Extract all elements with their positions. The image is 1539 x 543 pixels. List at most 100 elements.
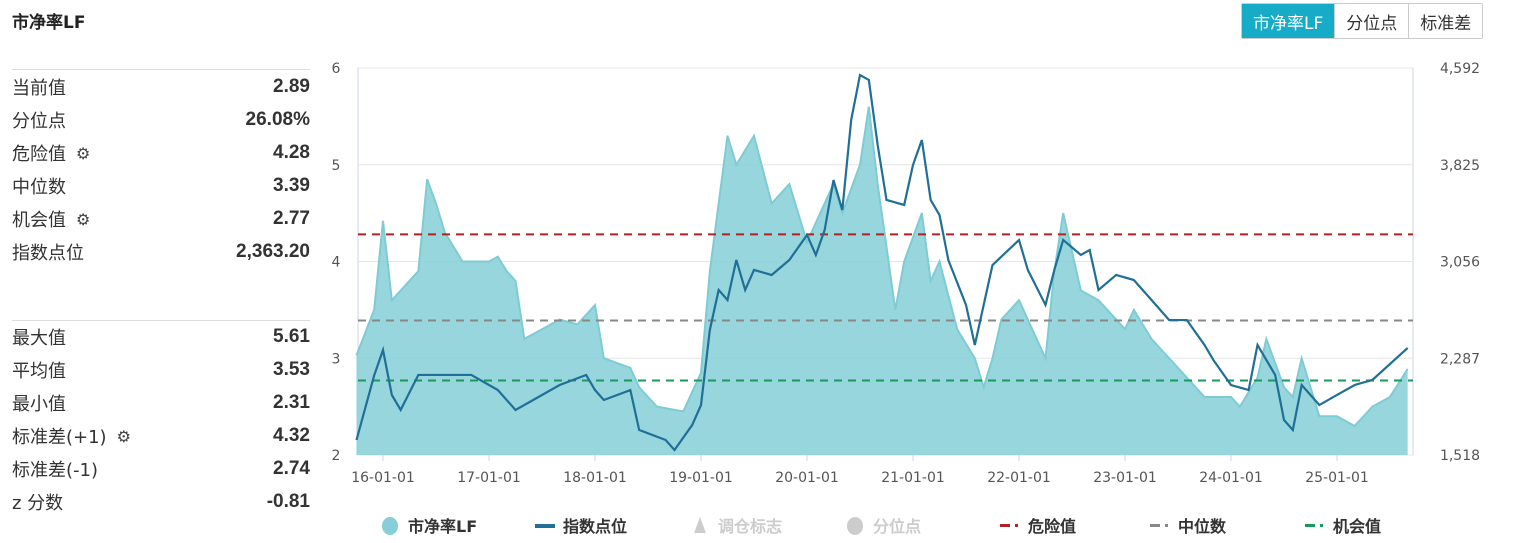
x-tick-label: 20-01-01 bbox=[775, 470, 839, 486]
y-left-tick-label: 4 bbox=[332, 255, 341, 271]
stat-label-wrap: 危险值 ⚙ bbox=[12, 140, 273, 166]
legend-dash-icon bbox=[1015, 524, 1018, 527]
tab-std[interactable]: 标准差 bbox=[1408, 4, 1482, 38]
legend-item-5[interactable]: 中位数 bbox=[1150, 517, 1227, 536]
stat-value: 2.31 bbox=[273, 392, 310, 413]
gear-icon[interactable]: ⚙ bbox=[76, 143, 91, 163]
stat-row: 标准差(+1) ⚙ 4.32 bbox=[12, 421, 310, 451]
pb-area bbox=[356, 106, 1408, 455]
stat-row: 标准差(-1) 2.74 bbox=[12, 454, 310, 484]
stat-value: 3.53 bbox=[273, 359, 310, 380]
stat-label-wrap: 指数点位 bbox=[12, 239, 236, 265]
stat-row: 指数点位 2,363.20 bbox=[12, 237, 310, 267]
x-tick-label: 22-01-01 bbox=[987, 470, 1051, 486]
stat-row: 当前值 2.89 bbox=[12, 72, 310, 102]
legend-item-3[interactable]: 分位点 bbox=[847, 517, 921, 536]
legend-dash-icon bbox=[1320, 524, 1323, 527]
y-right-tick-label: 4,592 bbox=[1440, 61, 1480, 77]
stat-label: 标准差(+1) bbox=[12, 427, 107, 448]
x-tick-label: 23-01-01 bbox=[1093, 470, 1157, 486]
legend-circle-icon bbox=[382, 517, 398, 535]
y-right-tick-label: 2,287 bbox=[1440, 351, 1480, 367]
x-tick-label: 21-01-01 bbox=[881, 470, 945, 486]
gear-icon[interactable]: ⚙ bbox=[116, 426, 131, 446]
legend-item-2[interactable]: 调仓标志 bbox=[694, 517, 782, 536]
stat-row: 最小值 2.31 bbox=[12, 388, 310, 418]
stat-row: 中位数 3.39 bbox=[12, 171, 310, 201]
legend-label: 机会值 bbox=[1333, 517, 1381, 536]
y-right-tick-label: 3,825 bbox=[1440, 158, 1480, 174]
legend-label: 调仓标志 bbox=[718, 517, 782, 536]
tab-percentile[interactable]: 分位点 bbox=[1334, 4, 1408, 38]
stat-label-wrap: 当前值 bbox=[12, 74, 273, 100]
x-tick-label: 19-01-01 bbox=[669, 470, 733, 486]
stat-value: 4.32 bbox=[273, 425, 310, 446]
stat-label: 危险值 bbox=[12, 144, 66, 165]
legend-label: 市净率LF bbox=[408, 517, 477, 536]
stat-label: 平均值 bbox=[12, 361, 66, 382]
gear-icon[interactable]: ⚙ bbox=[76, 209, 91, 229]
legend-triangle-icon bbox=[694, 517, 706, 533]
stat-value: 3.39 bbox=[273, 175, 310, 196]
stat-label: 中位数 bbox=[12, 177, 66, 198]
x-tick-label: 17-01-01 bbox=[457, 470, 521, 486]
stat-value: 26.08% bbox=[245, 109, 310, 130]
stat-label-wrap: 标准差(+1) ⚙ bbox=[12, 423, 273, 449]
stat-row: 最大值 5.61 bbox=[12, 322, 310, 352]
stat-value: -0.81 bbox=[266, 491, 310, 512]
page-title: 市净率LF bbox=[12, 13, 86, 33]
stat-label: 最大值 bbox=[12, 328, 66, 349]
stat-value: 2,363.20 bbox=[236, 241, 310, 262]
stat-label-wrap: 标准差(-1) bbox=[12, 456, 273, 482]
y-left-tick-label: 2 bbox=[332, 448, 341, 464]
y-left-tick-label: 3 bbox=[332, 351, 341, 367]
legend-item-6[interactable]: 机会值 bbox=[1305, 517, 1381, 536]
stat-row: 机会值 ⚙ 2.77 bbox=[12, 204, 310, 234]
x-tick-label: 18-01-01 bbox=[563, 470, 627, 486]
legend-item-0[interactable]: 市净率LF bbox=[382, 517, 477, 536]
divider bbox=[12, 320, 310, 321]
stat-label: z 分数 bbox=[12, 493, 64, 514]
stat-value: 4.28 bbox=[273, 142, 310, 163]
y-right-tick-label: 1,518 bbox=[1440, 448, 1480, 464]
legend-dash-icon bbox=[1000, 524, 1010, 527]
stat-value: 2.89 bbox=[273, 76, 310, 97]
legend-line-icon bbox=[535, 524, 555, 528]
legend-item-1[interactable]: 指数点位 bbox=[535, 517, 627, 536]
stat-label: 最小值 bbox=[12, 394, 66, 415]
legend-label: 危险值 bbox=[1028, 517, 1076, 536]
legend-item-4[interactable]: 危险值 bbox=[1000, 517, 1076, 536]
y-left-tick-label: 5 bbox=[332, 158, 341, 174]
legend-label: 中位数 bbox=[1178, 517, 1227, 536]
legend-label: 分位点 bbox=[873, 517, 921, 536]
legend-circle-icon bbox=[847, 517, 863, 535]
stat-row: z 分数 -0.81 bbox=[12, 487, 310, 517]
divider bbox=[12, 69, 310, 70]
y-right-tick-label: 3,056 bbox=[1440, 255, 1480, 271]
stat-row: 危险值 ⚙ 4.28 bbox=[12, 138, 310, 168]
legend-dash-icon bbox=[1165, 524, 1168, 527]
stat-label-wrap: 中位数 bbox=[12, 173, 273, 199]
legend-dash-icon bbox=[1150, 524, 1160, 527]
legend-dash-icon bbox=[1305, 524, 1315, 527]
stat-row: 分位点 26.08% bbox=[12, 105, 310, 135]
stat-value: 5.61 bbox=[273, 326, 310, 347]
x-tick-label: 16-01-01 bbox=[351, 470, 415, 486]
stat-label-wrap: 机会值 ⚙ bbox=[12, 206, 273, 232]
stat-label-wrap: 分位点 bbox=[12, 107, 246, 133]
x-tick-label: 24-01-01 bbox=[1199, 470, 1263, 486]
y-left-tick-label: 6 bbox=[332, 61, 341, 77]
stat-label: 分位点 bbox=[12, 111, 66, 132]
index-line bbox=[355, 73, 1409, 452]
stat-label-wrap: 最小值 bbox=[12, 390, 273, 416]
stat-label-wrap: z 分数 bbox=[12, 489, 267, 515]
stat-value: 2.77 bbox=[273, 208, 310, 229]
view-toggle-group: 市净率LF 分位点 标准差 bbox=[1241, 3, 1484, 39]
stat-label-wrap: 最大值 bbox=[12, 324, 273, 350]
stat-row: 平均值 3.53 bbox=[12, 355, 310, 385]
stat-label: 指数点位 bbox=[12, 243, 84, 264]
tab-pb[interactable]: 市净率LF bbox=[1242, 4, 1335, 38]
stat-label: 机会值 bbox=[12, 210, 66, 231]
stat-value: 2.74 bbox=[273, 458, 310, 479]
